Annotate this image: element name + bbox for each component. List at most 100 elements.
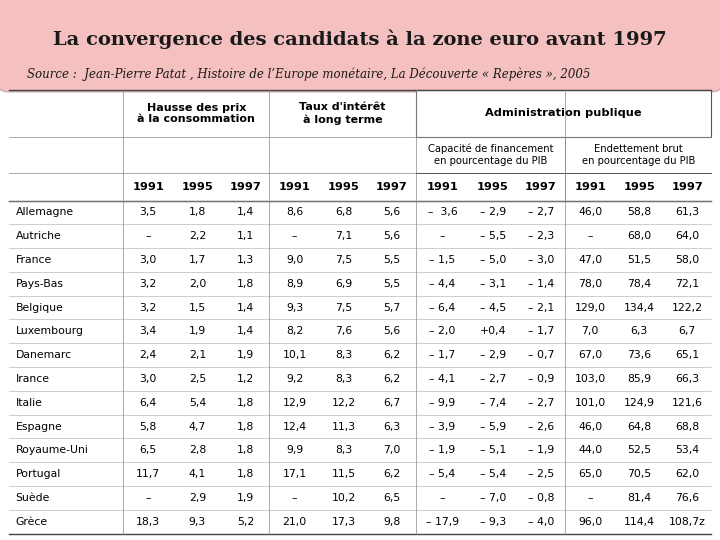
Text: –: – xyxy=(440,493,445,503)
Text: 5,6: 5,6 xyxy=(383,207,400,218)
Text: – 2,9: – 2,9 xyxy=(480,207,506,218)
Text: – 0,7: – 0,7 xyxy=(528,350,554,360)
Text: Taux d'intérêt
à long terme: Taux d'intérêt à long terme xyxy=(300,103,386,125)
Text: 5,2: 5,2 xyxy=(237,517,254,526)
Text: 1,8: 1,8 xyxy=(237,469,254,479)
Text: 3,2: 3,2 xyxy=(140,279,157,289)
Text: 1997: 1997 xyxy=(376,182,408,192)
Text: 6,2: 6,2 xyxy=(383,350,400,360)
Text: Luxembourg: Luxembourg xyxy=(16,326,84,336)
Text: – 2,7: – 2,7 xyxy=(528,398,554,408)
Text: 8,6: 8,6 xyxy=(286,207,303,218)
Text: 78,0: 78,0 xyxy=(578,279,603,289)
Text: Danemarc: Danemarc xyxy=(16,350,71,360)
Text: – 17,9: – 17,9 xyxy=(426,517,459,526)
Text: 5,7: 5,7 xyxy=(383,302,400,313)
Text: Espagne: Espagne xyxy=(16,422,62,431)
Text: La convergence des candidats à la zone euro avant 1997: La convergence des candidats à la zone e… xyxy=(53,29,667,49)
Text: 51,5: 51,5 xyxy=(627,255,652,265)
Text: 1,9: 1,9 xyxy=(237,493,254,503)
Text: 5,6: 5,6 xyxy=(383,326,400,336)
Text: 1995: 1995 xyxy=(328,182,359,192)
Text: – 2,6: – 2,6 xyxy=(528,422,554,431)
Text: 2,1: 2,1 xyxy=(189,350,206,360)
Text: 7,1: 7,1 xyxy=(335,231,352,241)
Text: 1995: 1995 xyxy=(624,182,655,192)
Text: 9,3: 9,3 xyxy=(286,302,303,313)
Text: 134,4: 134,4 xyxy=(624,302,654,313)
Text: 1,7: 1,7 xyxy=(189,255,206,265)
Text: –: – xyxy=(145,493,151,503)
Text: 3,4: 3,4 xyxy=(140,326,157,336)
Text: 8,3: 8,3 xyxy=(335,350,352,360)
Text: 76,6: 76,6 xyxy=(675,493,699,503)
Text: –: – xyxy=(145,231,151,241)
Text: Royaume-Uni: Royaume-Uni xyxy=(16,446,89,455)
Text: Pays-Bas: Pays-Bas xyxy=(16,279,63,289)
Text: – 4,0: – 4,0 xyxy=(528,517,554,526)
Text: – 7,0: – 7,0 xyxy=(480,493,506,503)
Text: 61,3: 61,3 xyxy=(675,207,699,218)
Text: 2,8: 2,8 xyxy=(189,446,206,455)
Text: 11,5: 11,5 xyxy=(332,469,356,479)
Text: 3,0: 3,0 xyxy=(140,255,157,265)
Text: France: France xyxy=(16,255,52,265)
Text: 1,8: 1,8 xyxy=(237,446,254,455)
Text: 1,9: 1,9 xyxy=(237,350,254,360)
Text: 124,9: 124,9 xyxy=(624,398,654,408)
Text: 1,1: 1,1 xyxy=(237,231,254,241)
Text: 1,8: 1,8 xyxy=(237,422,254,431)
Text: Grèce: Grèce xyxy=(16,517,48,526)
Text: 6,4: 6,4 xyxy=(140,398,157,408)
Text: 4,7: 4,7 xyxy=(189,422,206,431)
Text: 7,5: 7,5 xyxy=(335,302,352,313)
Text: 1997: 1997 xyxy=(672,182,703,192)
Text: 1997: 1997 xyxy=(230,182,261,192)
Text: Suède: Suède xyxy=(16,493,50,503)
Text: 1,8: 1,8 xyxy=(237,398,254,408)
Text: 1995: 1995 xyxy=(477,182,509,192)
Text: 12,4: 12,4 xyxy=(282,422,307,431)
Text: 3,0: 3,0 xyxy=(140,374,157,384)
Text: 8,3: 8,3 xyxy=(335,446,352,455)
Text: 1991: 1991 xyxy=(426,182,458,192)
Text: 44,0: 44,0 xyxy=(578,446,603,455)
Text: Italie: Italie xyxy=(16,398,42,408)
Text: – 2,7: – 2,7 xyxy=(480,374,506,384)
Text: – 1,7: – 1,7 xyxy=(528,326,554,336)
Text: 5,6: 5,6 xyxy=(383,231,400,241)
Text: +0,4: +0,4 xyxy=(480,326,506,336)
Text: 1995: 1995 xyxy=(181,182,213,192)
Text: 58,8: 58,8 xyxy=(627,207,652,218)
Text: 1991: 1991 xyxy=(575,182,606,192)
Text: 9,2: 9,2 xyxy=(286,374,303,384)
Text: – 4,5: – 4,5 xyxy=(480,302,506,313)
Text: – 1,5: – 1,5 xyxy=(429,255,456,265)
Text: 7,0: 7,0 xyxy=(383,446,400,455)
Text: 5,8: 5,8 xyxy=(140,422,157,431)
Text: 5,5: 5,5 xyxy=(383,279,400,289)
Text: Source :  Jean-Pierre Patat , Histoire de l’Europe monétaire, La Découverte « Re: Source : Jean-Pierre Patat , Histoire de… xyxy=(27,68,590,80)
Text: 47,0: 47,0 xyxy=(578,255,603,265)
Text: 2,5: 2,5 xyxy=(189,374,206,384)
Text: – 4,4: – 4,4 xyxy=(429,279,456,289)
Text: 62,0: 62,0 xyxy=(675,469,699,479)
Text: Capacité de financement
en pourcentage du PIB: Capacité de financement en pourcentage d… xyxy=(428,144,553,166)
Text: 108,7z: 108,7z xyxy=(669,517,706,526)
Text: 18,3: 18,3 xyxy=(136,517,161,526)
Text: – 1,9: – 1,9 xyxy=(528,446,554,455)
Text: 3,2: 3,2 xyxy=(140,302,157,313)
Text: 9,8: 9,8 xyxy=(383,517,400,526)
Text: 73,6: 73,6 xyxy=(627,350,652,360)
Text: 6,5: 6,5 xyxy=(383,493,400,503)
Text: 122,2: 122,2 xyxy=(672,302,703,313)
Text: – 3,1: – 3,1 xyxy=(480,279,506,289)
Text: –: – xyxy=(588,231,593,241)
Text: – 2,5: – 2,5 xyxy=(528,469,554,479)
Text: 1,4: 1,4 xyxy=(237,326,254,336)
Text: 5,4: 5,4 xyxy=(189,398,206,408)
Text: 6,7: 6,7 xyxy=(383,398,400,408)
Text: – 5,1: – 5,1 xyxy=(480,446,506,455)
Text: 129,0: 129,0 xyxy=(575,302,606,313)
Text: –: – xyxy=(292,493,297,503)
